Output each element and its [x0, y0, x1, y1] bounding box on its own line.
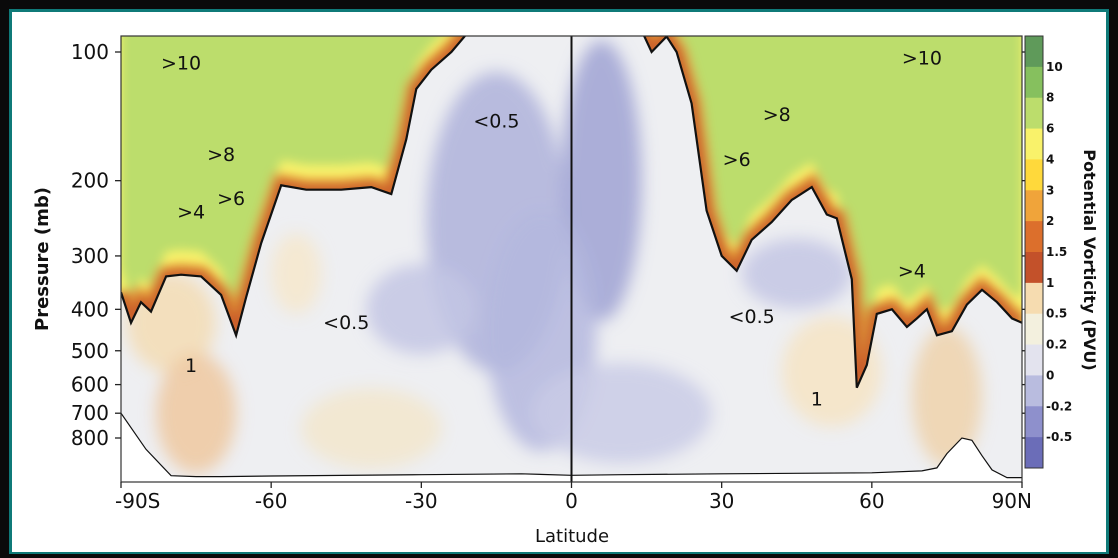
x-tick-label-2: -30 — [405, 489, 438, 513]
annotation-2: >6 — [217, 188, 245, 210]
y-tick-label-2: 300 — [71, 244, 109, 268]
colorbar-swatch-3 — [1025, 128, 1043, 160]
y-tick-label-1: 200 — [71, 169, 109, 193]
colorbar-swatch-2 — [1025, 97, 1043, 130]
pv-region-4 — [741, 238, 852, 309]
colorbar-swatch-9 — [1025, 313, 1043, 346]
colorbar-label-11: -0.2 — [1046, 399, 1072, 413]
x-axis-label: Latitude — [535, 526, 609, 547]
x-tick-label-1: -60 — [255, 489, 288, 513]
colorbar-swatch-10 — [1025, 344, 1043, 376]
y-tick-label-6: 700 — [71, 401, 109, 425]
annotation-12: 1 — [811, 389, 823, 411]
colorbar-swatch-6 — [1025, 221, 1043, 253]
pv-region-8 — [911, 326, 982, 467]
annotation-11: <0.5 — [729, 306, 775, 328]
x-axis: -90S -60 -30 0 30 60 90N — [115, 482, 1032, 513]
annotation-10: >4 — [898, 261, 926, 283]
pv-chart: >10>8>6>4<0.5<0.51>10>8>6>4<0.51 1002003… — [32, 35, 1099, 547]
pv-region-7 — [156, 353, 237, 474]
y-tick-label-7: 800 — [71, 426, 109, 450]
annotations: >10 >8 >6 >4 <0.5 <0.5 1 >10 >8 >6 >4 <0.5 1 — [161, 48, 942, 411]
colorbar-label-7: 1 — [1046, 276, 1054, 290]
annotation-5: <0.5 — [323, 312, 369, 334]
colorbar-swatch-5 — [1025, 190, 1043, 222]
colorbar-swatch-8 — [1025, 282, 1043, 315]
annotation-6: 1 — [185, 355, 197, 377]
colorbar-label-9: 0.2 — [1046, 338, 1067, 352]
colorbar-swatch-11 — [1025, 375, 1043, 407]
y-tick-label-3: 400 — [71, 297, 109, 321]
x-tick-label-0: -90S — [115, 489, 160, 513]
annotation-9: >6 — [723, 149, 751, 171]
colorbar-swatch-12 — [1025, 406, 1043, 438]
colorbar-label-1: 8 — [1046, 91, 1054, 105]
colorbar-swatch-4 — [1025, 159, 1043, 191]
x-tick-label-4: 30 — [709, 489, 734, 513]
colorbar-frame — [1024, 35, 1044, 469]
tropopause-2pvu-line — [121, 36, 1022, 389]
annotation-1: >8 — [207, 144, 235, 166]
stratosphere-band-2 — [121, 36, 1022, 363]
annotation-0: >10 — [161, 53, 201, 75]
colorbar-label-4: 3 — [1046, 183, 1054, 197]
ground-fill — [121, 413, 1022, 482]
colorbar-label-10: 0 — [1046, 368, 1054, 382]
plot-area: >10 >8 >6 >4 <0.5 <0.5 1 >10 >8 >6 >4 <0.5 1 — [121, 36, 1022, 482]
colorbar-label-3: 4 — [1046, 152, 1054, 166]
x-tick-label-5: 60 — [859, 489, 884, 513]
pv-region-11 — [271, 233, 322, 314]
pv-region-5 — [531, 363, 712, 464]
annotation-4: <0.5 — [473, 110, 519, 132]
y-tick-label-5: 600 — [71, 373, 109, 397]
colorbar-label-8: 0.5 — [1046, 307, 1067, 321]
x-tick-label-3: 0 — [565, 489, 578, 513]
colorbar-label-2: 6 — [1046, 122, 1054, 136]
pv-region-3 — [366, 264, 477, 355]
colorbar-swatch-7 — [1025, 252, 1043, 284]
y-tick-label-4: 500 — [71, 339, 109, 363]
y-axis-label: Pressure (mb) — [32, 187, 53, 331]
colorbar-label-12: -0.5 — [1046, 430, 1072, 444]
colorbar-swatch-13 — [1025, 437, 1043, 469]
colorbar: 10 8 6 4 3 2 1.5 1 0.5 0.2 0 -0.2 -0.5 — [1024, 35, 1072, 469]
ground-line — [121, 412, 1022, 479]
colorbar-label-0: 10 — [1046, 60, 1063, 74]
annotation-3: >4 — [177, 201, 205, 223]
y-tick-label-0: 100 — [71, 40, 109, 64]
colorbar-swatch-0 — [1025, 36, 1043, 68]
chart-panel: >10 >8 >6 >4 <0.5 <0.5 1 >10 >8 >6 >4 <0.5 1 100 200 3… — [12, 12, 1106, 552]
colorbar-label-6: 1.5 — [1046, 245, 1067, 259]
colorbar-label-5: 2 — [1046, 214, 1054, 228]
colorbar-swatch-1 — [1025, 66, 1043, 99]
colorbar-label: Potential Vorticity (PVU) — [1080, 149, 1099, 370]
annotation-8: >8 — [763, 104, 791, 126]
annotation-7: >10 — [902, 48, 942, 70]
pv-region-10 — [301, 388, 442, 469]
x-tick-label-6: 90N — [992, 489, 1032, 513]
